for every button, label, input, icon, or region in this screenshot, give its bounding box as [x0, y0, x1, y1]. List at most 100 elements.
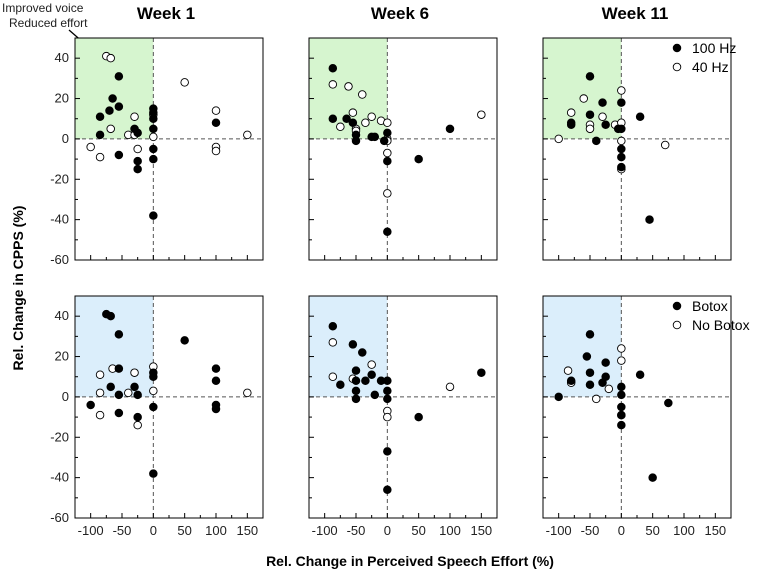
data-point-filled	[383, 394, 392, 404]
y-tick-label: 0	[62, 131, 69, 146]
data-point-filled	[211, 376, 221, 386]
x-tick-label: -100	[546, 523, 572, 538]
data-point-filled	[86, 400, 95, 410]
improvement-quadrant	[309, 296, 388, 397]
data-point-open	[361, 118, 370, 128]
data-point-filled	[617, 420, 626, 430]
data-point-filled	[211, 118, 221, 128]
data-point-filled	[617, 124, 626, 134]
improvement-quadrant	[543, 296, 622, 397]
legend-marker-filled	[672, 301, 682, 311]
annotation-improved-voice: Improved voice	[2, 1, 84, 15]
data-point-filled	[379, 136, 389, 146]
data-point-filled	[617, 382, 626, 392]
data-point-open	[358, 90, 367, 99]
data-point-open	[149, 132, 158, 142]
x-tick-label: -50	[113, 523, 132, 538]
data-point-filled	[635, 112, 645, 121]
x-axis-title: Rel. Change in Perceived Speech Effort (…	[266, 553, 554, 569]
x-tick-label: 0	[618, 523, 625, 538]
data-point-filled	[149, 402, 158, 412]
x-tick-label: -50	[347, 523, 366, 538]
data-point-filled	[342, 114, 351, 123]
data-point-filled	[105, 106, 114, 115]
y-axis-title: Rel. Change in CPPS (%)	[10, 206, 26, 371]
column-title-week-11: Week 11	[602, 4, 669, 23]
x-tick-label: 50	[411, 523, 425, 538]
data-point-filled	[149, 469, 158, 478]
x-tick-label: 50	[645, 523, 659, 538]
data-point-open	[348, 108, 358, 117]
data-point-filled	[477, 368, 486, 377]
y-tick-label: 20	[55, 91, 69, 106]
data-point-open	[598, 112, 607, 121]
y-tick-label: -60	[50, 252, 69, 267]
y-tick-label: 40	[55, 50, 69, 65]
data-point-filled	[106, 382, 115, 392]
data-point-open	[579, 94, 588, 103]
data-point-filled	[383, 227, 392, 236]
data-point-filled	[180, 336, 189, 345]
legend-marker-open	[672, 320, 682, 330]
data-point-open	[243, 130, 252, 140]
data-point-filled	[114, 102, 124, 111]
data-point-filled	[592, 136, 601, 146]
data-point-filled	[133, 412, 142, 422]
data-point-open	[95, 388, 105, 398]
legend: Botox No Botox	[672, 298, 750, 333]
data-point-open	[617, 86, 626, 95]
column-title-week-1: Week 1	[137, 4, 195, 23]
data-point-filled	[211, 364, 221, 373]
y-tick-label: 40	[55, 308, 69, 323]
y-tick-label: 20	[55, 349, 69, 364]
data-point-filled	[149, 211, 158, 220]
legend: 100 Hz 40 Hz	[672, 40, 736, 75]
data-point-filled	[601, 372, 610, 381]
data-point-filled	[617, 152, 626, 162]
y-tick-label: -40	[50, 470, 69, 485]
data-point-filled	[130, 382, 139, 392]
data-point-open	[95, 370, 105, 379]
x-tick-label: 150	[704, 523, 726, 538]
data-point-filled	[566, 376, 576, 386]
data-point-filled	[664, 398, 673, 408]
data-point-filled	[95, 130, 105, 140]
data-point-open	[328, 338, 338, 347]
data-point-open	[585, 124, 595, 134]
data-point-filled	[114, 330, 124, 339]
data-point-open	[180, 78, 189, 87]
data-point-filled	[351, 376, 361, 386]
data-point-open	[367, 112, 376, 121]
data-point-filled	[358, 348, 367, 357]
data-point-filled	[114, 408, 124, 418]
data-point-filled	[383, 485, 392, 494]
data-point-filled	[383, 386, 392, 396]
legend-marker-filled	[672, 43, 682, 53]
data-point-open	[592, 394, 601, 404]
data-point-filled	[133, 156, 142, 166]
x-tick-label: 0	[384, 523, 391, 538]
data-point-filled	[383, 447, 392, 456]
x-tick-label: 50	[177, 523, 191, 538]
legend-marker-open	[672, 62, 682, 72]
data-point-filled	[445, 124, 455, 134]
data-point-filled	[149, 154, 158, 164]
data-point-filled	[585, 380, 595, 390]
data-point-filled	[598, 98, 607, 107]
data-point-open	[211, 146, 221, 156]
data-point-filled	[414, 154, 423, 164]
y-tick-label: -20	[50, 171, 69, 186]
data-point-filled	[108, 94, 117, 103]
data-point-open	[95, 152, 105, 162]
data-point-filled	[635, 370, 645, 379]
data-point-open	[477, 110, 486, 119]
data-point-open	[617, 136, 626, 146]
data-point-open	[328, 80, 338, 89]
data-point-open	[86, 142, 95, 152]
data-point-open	[328, 372, 338, 381]
x-tick-label: -50	[581, 523, 600, 538]
data-point-filled	[554, 392, 563, 402]
data-point-open	[211, 106, 221, 115]
